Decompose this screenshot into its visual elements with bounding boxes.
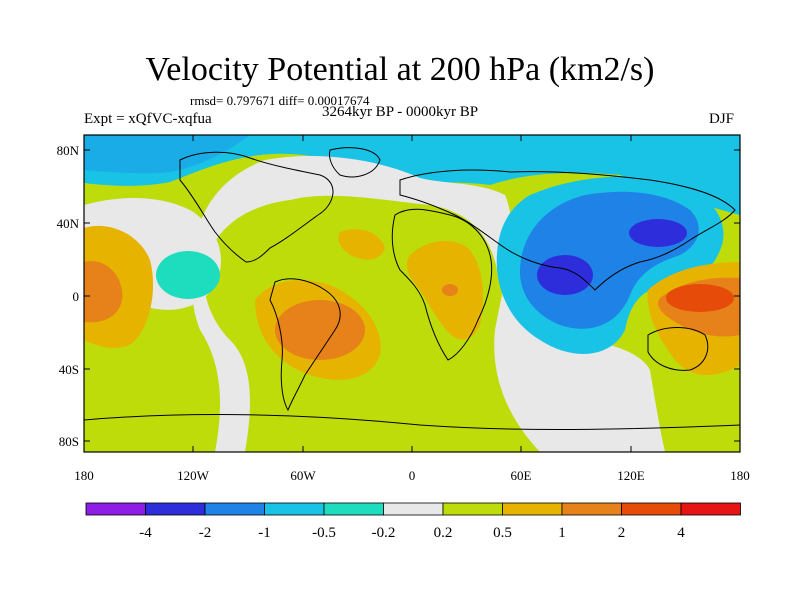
near-zero-zone [191,156,665,452]
lon-labels: 180 120W 60W 0 60E 120E 180 [74,468,750,483]
lat-label: 80S [59,434,79,449]
lon-label: 120W [177,468,210,483]
colorbar-labels: -4 -2 -1 -0.5 -0.2 0.2 0.5 1 2 4 [139,525,685,541]
colorbar-label: -0.2 [372,525,396,541]
colorbar-swatch [204,502,265,516]
colorbar-swatch [264,502,325,516]
colorbar-swatch [145,502,206,516]
rmsd-diff-stats: rmsd= 0.797671 diff= 0.00017674 [190,93,370,108]
arctic-weak-patch [84,135,250,174]
colorbar-label: 4 [677,525,685,541]
colorbar-swatch [383,502,444,516]
atlantic-positive [338,229,385,260]
lon-label: 0 [409,468,416,483]
lat-label: 40N [57,216,80,231]
east-asia-minimum [629,219,687,247]
north-america-outline [179,151,334,263]
colorbar-label: -0.5 [312,525,336,541]
antarctica-outline [84,414,740,431]
australia-outline [647,327,709,371]
period-label: 3264kyr BP - 0000kyr BP [321,104,479,120]
colorbar-swatch [621,502,682,516]
colorbar-label: -1 [258,525,271,541]
colorbar-label: 1 [558,525,566,541]
lon-label: 60W [290,468,316,483]
colorbar-swatch [85,502,146,516]
experiment-label: Expt = xQfVC-xqfua [84,111,212,127]
indian-ocean-minimum [537,255,593,295]
south-america-outline [269,278,341,412]
lat-labels: 80N 40N 0 40S 80S [57,143,80,449]
lat-label: 0 [73,289,80,304]
lon-label: 180 [730,468,750,483]
colorbar-label: 0.5 [493,525,512,541]
colorbar-swatch [680,502,741,516]
west-pacific-maximum [666,284,734,312]
lon-label: 180 [74,468,94,483]
colorbar-swatch [561,502,622,516]
africa-outline [391,208,493,361]
contour-field [84,135,740,452]
eurasia-outline [399,169,736,291]
colorbar-label: -4 [139,525,152,541]
lat-label: 40S [59,362,79,377]
season-label: DJF [709,111,735,127]
lon-label: 60E [511,468,532,483]
axis-ticks [83,135,741,452]
colorbar-swatch [442,502,503,516]
colorbar-label: 0.2 [434,525,453,541]
south-america-strong [275,300,365,360]
colorbar-label: 2 [618,525,626,541]
lon-label: 120E [617,468,645,483]
colorbar-swatch [502,502,563,516]
central-pacific-strong [84,261,123,323]
colorbar: -4 -2 -1 -0.5 -0.2 0.2 0.5 1 2 4 [85,502,741,541]
africa-maximum [442,284,458,296]
colorbar-boxes [85,502,741,516]
pacific-negative-blob [156,251,220,299]
greenland-outline [329,147,381,178]
colorbar-label: -2 [199,525,212,541]
coastlines [84,147,740,431]
colorbar-swatch [323,502,384,516]
lat-label: 80N [57,143,80,158]
map-title: Velocity Potential at 200 hPa (km2/s) [145,51,655,88]
